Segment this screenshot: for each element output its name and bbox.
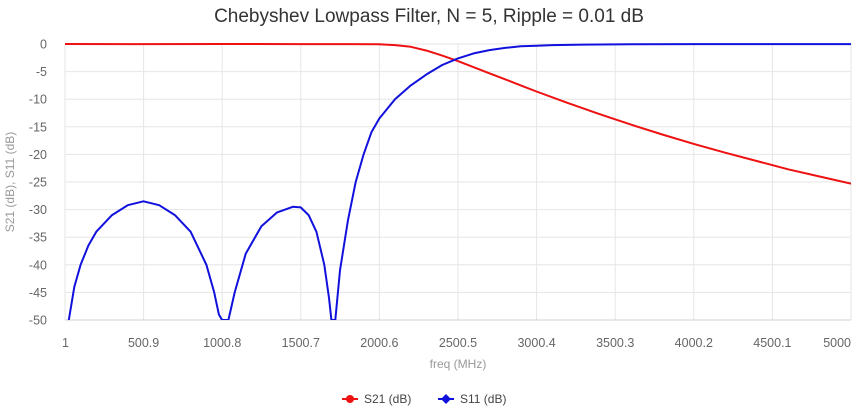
- legend-item-s21[interactable]: S21 (dB): [342, 392, 411, 406]
- x-tick-label: 4000.2: [675, 336, 713, 350]
- legend-label: S21 (dB): [364, 392, 411, 406]
- legend-marker: [441, 394, 451, 404]
- y-tick-label: 0: [40, 38, 47, 52]
- series-line-s21: [65, 43, 851, 185]
- y-tick-label: -30: [29, 203, 47, 217]
- legend-marker: [346, 395, 354, 403]
- chart-title: Chebyshev Lowpass Filter, N = 5, Ripple …: [214, 6, 644, 27]
- legend: S21 (dB) S11 (dB): [342, 392, 506, 406]
- series-line-s11: [67, 43, 851, 320]
- legend-item-s11[interactable]: S11 (dB): [438, 392, 506, 406]
- x-tick-label: 3500.3: [596, 336, 634, 350]
- x-tick-label: 1000.8: [203, 336, 241, 350]
- y-tick-label: -10: [29, 93, 47, 107]
- x-tick-label: 1: [62, 336, 69, 350]
- y-tick-label: -20: [29, 148, 47, 162]
- y-tick-label: -15: [29, 120, 47, 134]
- y-tick-label: -45: [29, 286, 47, 300]
- y-axis-title: S21 (dB), S11 (dB): [3, 132, 17, 233]
- y-tick-label: -35: [29, 231, 47, 245]
- x-tick-label: 3000.4: [517, 336, 555, 350]
- legend-label: S11 (dB): [460, 392, 506, 406]
- x-tick-labels: 1 500.9 1000.8 1500.7 2000.6 2500.5 3000.4 3500…: [62, 336, 851, 350]
- x-tick-label: 5000: [823, 336, 851, 350]
- y-tick-labels: 0 -5 -10 -15 -20 -25 -30 -35 -40 -45 -50: [29, 38, 47, 328]
- x-tick-label: 1500.7: [282, 336, 320, 350]
- x-tick-label: 2000.6: [360, 336, 398, 350]
- y-tick-label: -40: [29, 258, 47, 272]
- y-tick-label: -50: [29, 314, 47, 328]
- series-layer: [65, 43, 851, 320]
- x-tick-label: 2500.5: [439, 336, 477, 350]
- x-tick-label: 4500.1: [753, 336, 791, 350]
- x-tick-label: 500.9: [128, 336, 159, 350]
- grid: [64, 43, 852, 321]
- y-tick-label: -25: [29, 176, 47, 190]
- y-tick-label: -5: [36, 65, 47, 79]
- x-axis-title: freq (MHz): [430, 357, 487, 371]
